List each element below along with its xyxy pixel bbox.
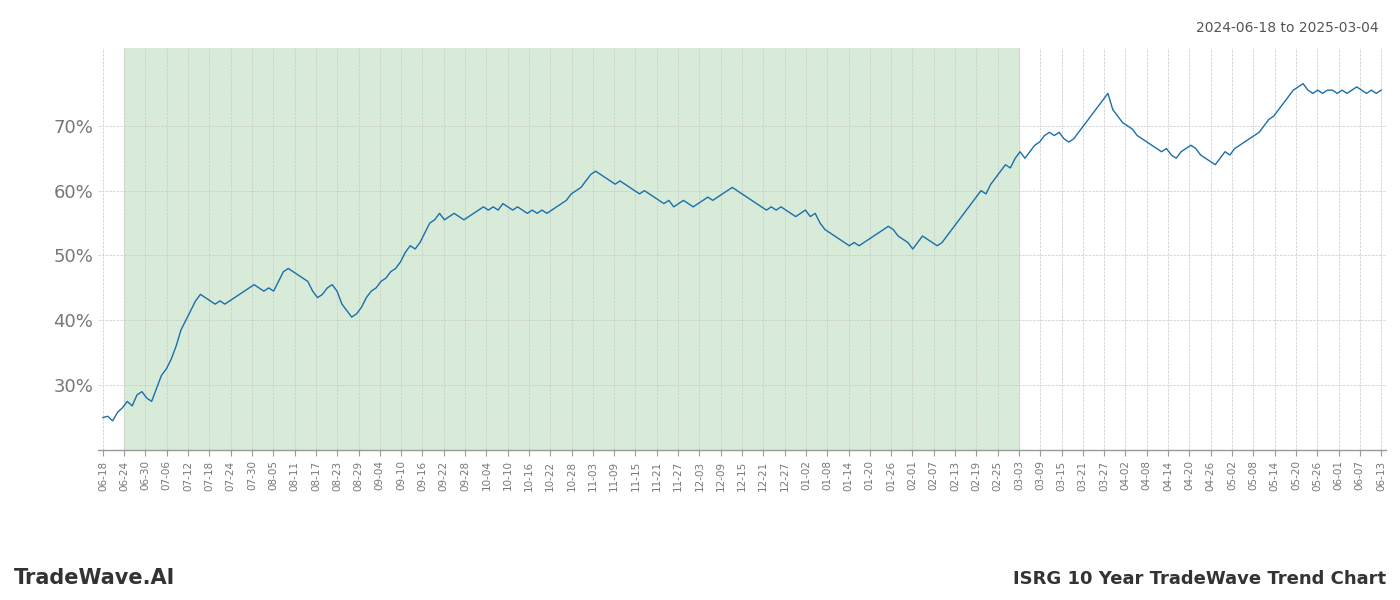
Bar — [125, 48, 1019, 450]
Text: 2024-06-18 to 2025-03-04: 2024-06-18 to 2025-03-04 — [1197, 21, 1379, 35]
Text: TradeWave.AI: TradeWave.AI — [14, 568, 175, 588]
Text: ISRG 10 Year TradeWave Trend Chart: ISRG 10 Year TradeWave Trend Chart — [1012, 570, 1386, 588]
